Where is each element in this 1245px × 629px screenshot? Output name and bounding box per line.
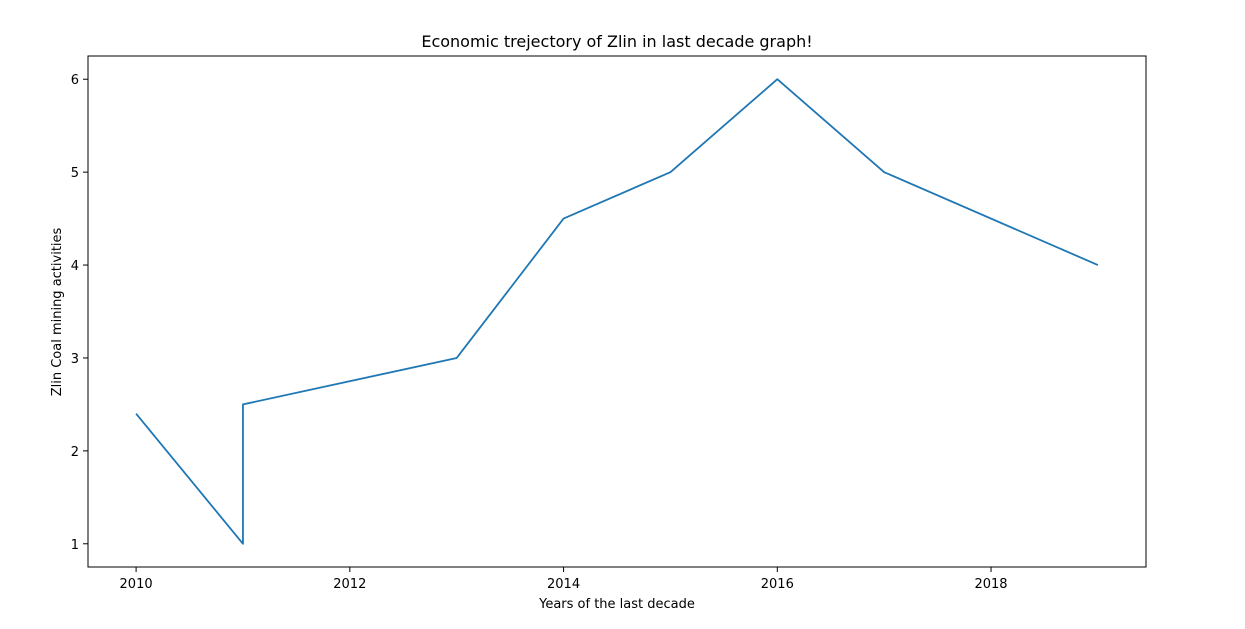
y-tick-label: 3 <box>71 352 79 367</box>
x-axis-ticks: 2010 2012 2014 2016 2018 <box>120 567 1008 592</box>
y-tick-label: 5 <box>71 166 79 181</box>
y-tick-label: 1 <box>71 538 79 553</box>
plot-frame <box>87 55 1147 568</box>
x-tick-label: 2014 <box>547 577 580 592</box>
y-axis-label: Zlin Coal mining activities <box>50 227 65 396</box>
x-tick-label: 2012 <box>333 577 366 592</box>
x-tick-label: 2016 <box>761 577 794 592</box>
y-axis-ticks: 1 2 3 4 5 6 <box>71 73 88 553</box>
y-tick-label: 6 <box>71 73 79 88</box>
x-axis-label: Years of the last decade <box>538 597 695 612</box>
chart-title: Economic trejectory of Zlin in last deca… <box>421 32 812 51</box>
y-tick-label: 4 <box>71 259 79 274</box>
y-tick-label: 2 <box>71 445 79 460</box>
series-line <box>135 78 1099 545</box>
x-tick-label: 2018 <box>974 577 1007 592</box>
x-tick-label: 2010 <box>120 577 153 592</box>
